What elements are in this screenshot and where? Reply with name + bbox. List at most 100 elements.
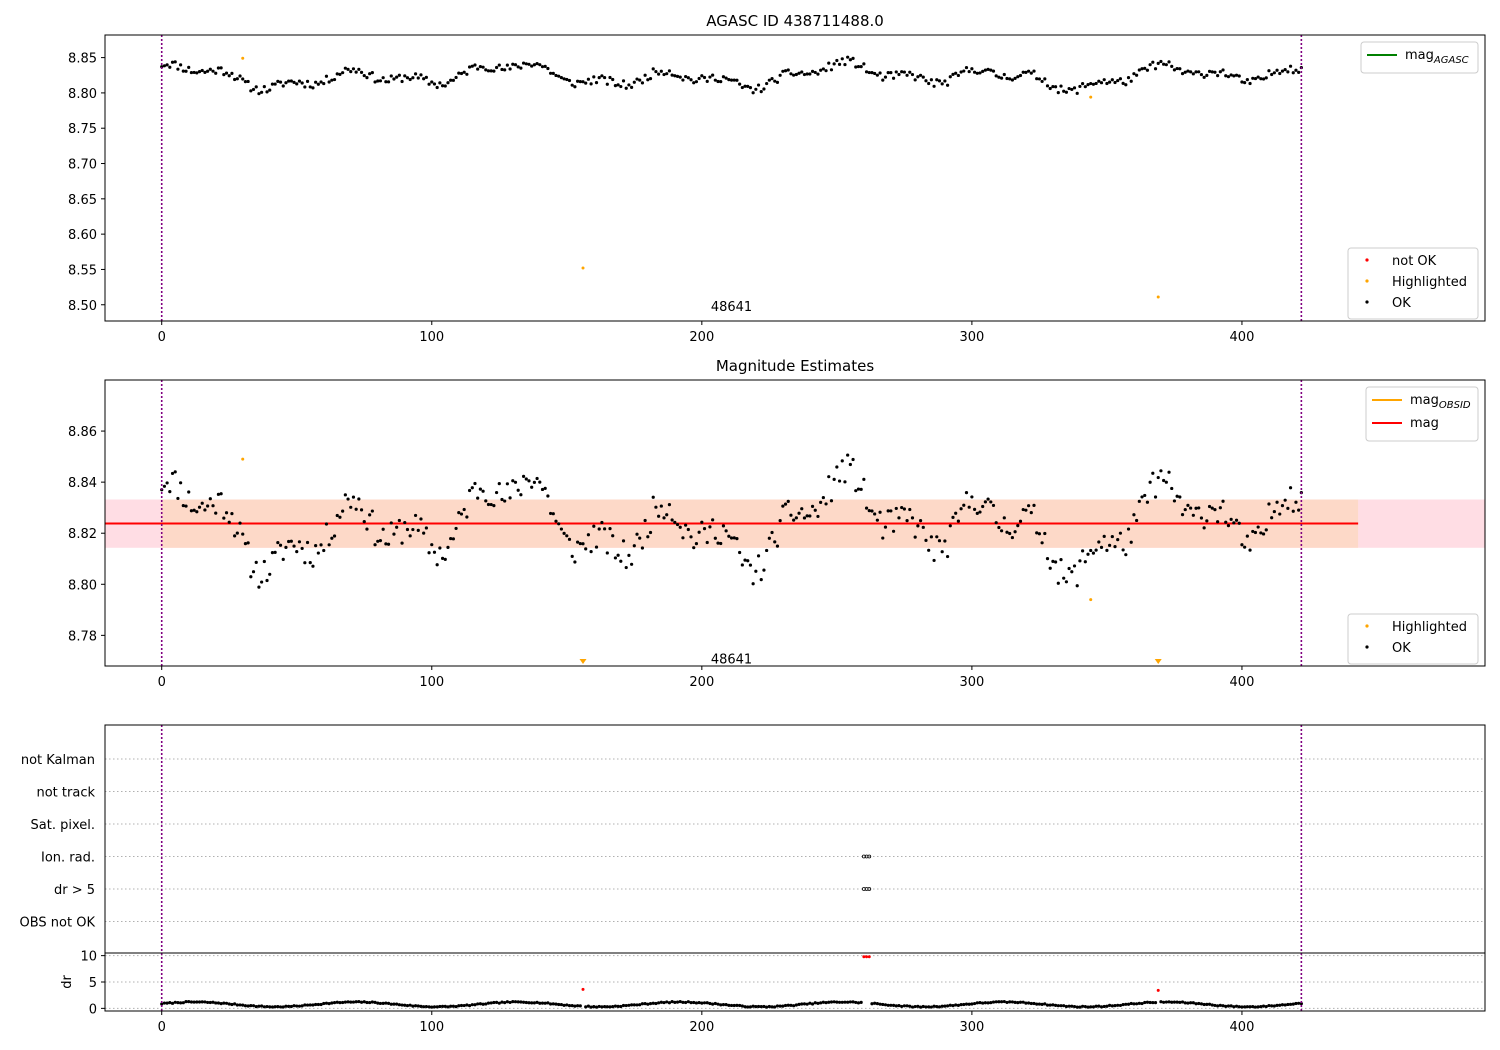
- point-ok: [276, 79, 280, 83]
- point-ok: [1035, 77, 1039, 81]
- point-ok: [616, 553, 620, 557]
- point-ok: [362, 1000, 366, 1004]
- point-ok: [678, 75, 682, 79]
- point-ok: [567, 78, 572, 83]
- point-ok: [1016, 1001, 1020, 1005]
- point-ok: [705, 1001, 709, 1005]
- point-ok: [956, 1003, 960, 1007]
- point-ok: [1205, 1002, 1209, 1006]
- offscale-marker: [1154, 659, 1162, 664]
- point-ok: [1091, 82, 1096, 86]
- point-ok: [187, 490, 191, 494]
- point-ok: [1199, 72, 1204, 77]
- point-ok: [1259, 1005, 1263, 1009]
- point-ok: [1224, 520, 1228, 524]
- point-ok: [786, 499, 790, 503]
- point-ok: [1294, 1001, 1298, 1006]
- point-ok: [251, 1004, 256, 1008]
- point-ok: [1135, 1002, 1139, 1006]
- point-ok: [692, 81, 696, 85]
- point-ok: [462, 507, 466, 512]
- point-ok: [767, 536, 771, 540]
- point-ok: [503, 499, 507, 503]
- point-ok: [211, 504, 215, 508]
- point-ok: [1102, 1004, 1106, 1009]
- point-ok: [1108, 1003, 1112, 1007]
- point-ok: [1256, 525, 1260, 529]
- point-ok: [243, 541, 248, 546]
- point-ok: [751, 1004, 755, 1008]
- point-ok: [1264, 76, 1268, 80]
- point-ok: [540, 487, 545, 492]
- point-ok: [765, 81, 769, 86]
- point-ok: [1027, 69, 1031, 73]
- point-not-ok: [867, 955, 871, 959]
- point-ok: [1097, 540, 1101, 544]
- point-ok: [1064, 1004, 1069, 1009]
- point-ok: [921, 525, 925, 529]
- point-ok: [743, 558, 747, 562]
- point-ok: [700, 74, 704, 78]
- point-ok: [1067, 1004, 1071, 1008]
- point-ok: [659, 504, 663, 508]
- point-ok: [756, 1004, 761, 1009]
- point-ok: [910, 72, 915, 77]
- category-label: not Kalman: [21, 753, 95, 768]
- point-ok: [300, 81, 304, 85]
- point-ok: [538, 63, 542, 67]
- point-ok: [378, 1001, 383, 1006]
- point-ok: [954, 1003, 958, 1007]
- point-ok: [278, 80, 283, 84]
- point-ok: [411, 76, 415, 80]
- point-ok: [559, 1002, 563, 1007]
- point-ok: [673, 74, 677, 78]
- point-ok: [859, 65, 863, 69]
- point-not-ok: [581, 987, 585, 991]
- point-ok: [999, 1000, 1004, 1004]
- point-ok: [214, 511, 218, 515]
- point-ok: [1081, 549, 1085, 553]
- point-ok: [1153, 495, 1158, 499]
- point-ok: [332, 1000, 337, 1005]
- point-ok: [713, 536, 717, 540]
- point-ok: [354, 1000, 358, 1004]
- point-ok: [643, 1002, 647, 1006]
- point-ok: [292, 80, 296, 84]
- point-ok: [821, 67, 825, 71]
- point-ok: [943, 79, 947, 83]
- point-ok: [162, 484, 167, 488]
- point-ok: [524, 1000, 528, 1005]
- point-ok: [1194, 506, 1198, 510]
- point-ok: [878, 1002, 882, 1006]
- point-ok: [484, 499, 488, 503]
- point-ok: [665, 1000, 669, 1004]
- point-ok: [1067, 86, 1071, 91]
- point-ok: [1159, 1000, 1163, 1004]
- point-ok: [281, 84, 285, 88]
- point-ok: [1256, 75, 1260, 79]
- point-ok: [1151, 60, 1155, 64]
- point-ok: [875, 518, 879, 522]
- point-ok: [786, 68, 790, 72]
- point-highlighted: [1089, 95, 1093, 99]
- point-ok: [897, 1003, 901, 1008]
- point-ok: [432, 550, 437, 554]
- point-ok: [276, 540, 280, 545]
- point-ok: [816, 1001, 820, 1005]
- point-ok: [927, 81, 931, 86]
- point-ok: [1089, 1005, 1093, 1009]
- point-ok: [1145, 68, 1150, 72]
- point-ok: [1062, 89, 1066, 93]
- point-ok: [341, 1000, 345, 1005]
- point-ok: [945, 1004, 950, 1008]
- point-ok: [165, 63, 169, 67]
- point-ok: [284, 1004, 288, 1008]
- point-ok: [1207, 69, 1212, 73]
- point-ok: [924, 538, 928, 542]
- point-ok: [724, 76, 728, 80]
- point-ok: [1297, 1001, 1301, 1005]
- point-ok: [1272, 71, 1276, 75]
- legend-point-swatch: [1365, 279, 1369, 283]
- point-ok: [1105, 1004, 1109, 1008]
- point-ok: [940, 1004, 944, 1008]
